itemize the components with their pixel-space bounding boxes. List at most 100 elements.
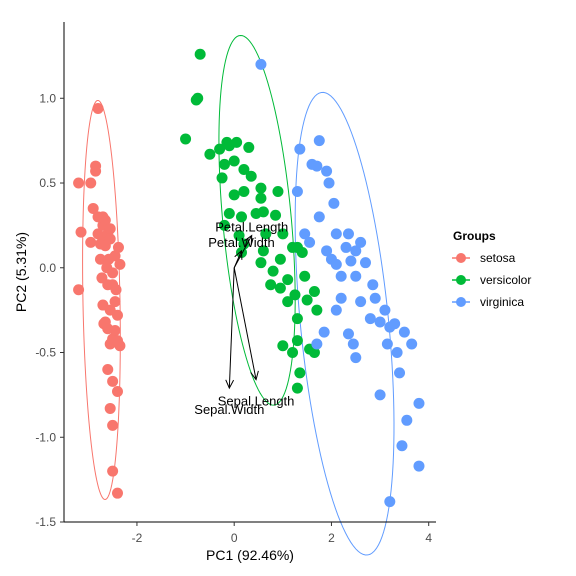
point-setosa <box>94 253 106 265</box>
point-versicolor <box>294 367 306 379</box>
point-setosa <box>99 214 111 226</box>
point-versicolor <box>235 211 247 223</box>
point-versicolor <box>204 148 216 160</box>
legend-key-virginica <box>456 297 466 307</box>
point-setosa <box>107 267 119 279</box>
point-versicolor <box>287 347 299 359</box>
loading-arrowhead <box>250 370 259 381</box>
point-setosa <box>104 223 116 235</box>
point-setosa <box>107 375 119 387</box>
point-versicolor <box>218 158 230 170</box>
point-versicolor <box>308 347 320 359</box>
point-setosa <box>73 284 85 296</box>
y-tick-label: -1.5 <box>35 515 56 529</box>
y-tick-label: -1.0 <box>35 430 56 444</box>
point-versicolor <box>218 219 230 231</box>
point-virginica <box>413 460 425 472</box>
point-versicolor <box>233 230 245 242</box>
point-virginica <box>323 177 335 189</box>
point-versicolor <box>274 253 286 265</box>
point-virginica <box>406 338 418 350</box>
legend-label-setosa: setosa <box>480 251 516 265</box>
point-virginica <box>330 258 342 270</box>
loading-arrow-line <box>228 267 235 389</box>
point-versicolor <box>194 48 206 60</box>
loading-arrowhead <box>244 234 253 245</box>
point-versicolor <box>265 279 277 291</box>
point-versicolor <box>238 238 250 250</box>
point-setosa <box>92 102 104 114</box>
point-setosa <box>112 241 124 253</box>
point-virginica <box>398 326 410 338</box>
point-versicolor <box>282 274 294 286</box>
loading-arrow-line <box>233 267 257 380</box>
point-virginica <box>355 236 367 248</box>
point-virginica <box>350 352 362 364</box>
point-versicolor <box>238 163 250 175</box>
legend-key-versicolor <box>456 275 466 285</box>
point-virginica <box>413 397 425 409</box>
point-virginica <box>394 367 406 379</box>
legend-key-setosa <box>456 253 466 263</box>
point-virginica <box>391 347 403 359</box>
loading-arrow-line <box>233 235 253 269</box>
data-points <box>73 48 425 508</box>
point-versicolor <box>291 335 303 347</box>
point-versicolor <box>214 143 226 155</box>
point-versicolor <box>267 265 279 277</box>
point-virginica <box>401 414 413 426</box>
point-setosa <box>90 165 102 177</box>
point-versicolor <box>255 257 267 269</box>
y-tick-label: 0.5 <box>39 176 56 190</box>
point-virginica <box>381 338 393 350</box>
point-virginica <box>335 292 347 304</box>
point-virginica <box>355 296 367 308</box>
point-setosa <box>97 299 109 311</box>
point-versicolor <box>228 189 240 201</box>
point-setosa <box>114 340 126 352</box>
point-setosa <box>85 236 97 248</box>
ellipse-versicolor <box>218 34 296 406</box>
point-setosa <box>110 284 122 296</box>
point-setosa <box>109 250 121 262</box>
point-versicolor <box>231 136 243 148</box>
x-tick-label: -2 <box>132 531 143 545</box>
legend-label-versicolor: versicolor <box>480 273 531 287</box>
point-versicolor <box>291 382 303 394</box>
point-versicolor <box>180 133 192 145</box>
point-versicolor <box>245 170 257 182</box>
point-virginica <box>369 292 381 304</box>
point-versicolor <box>255 182 267 194</box>
point-setosa <box>111 309 123 321</box>
point-virginica <box>330 228 342 240</box>
point-versicolor <box>255 192 267 204</box>
point-virginica <box>364 313 376 325</box>
y-tick-label: -0.5 <box>35 346 56 360</box>
legend-title: Groups <box>453 229 496 243</box>
point-setosa <box>109 296 121 308</box>
point-virginica <box>299 228 311 240</box>
point-versicolor <box>228 155 240 167</box>
point-setosa <box>104 233 116 245</box>
point-virginica <box>318 326 330 338</box>
point-setosa <box>102 363 114 375</box>
point-versicolor <box>270 209 282 221</box>
loading-label: Petal.Width <box>208 235 274 250</box>
ellipse-virginica <box>294 91 395 556</box>
point-virginica <box>291 185 303 197</box>
point-virginica <box>294 143 306 155</box>
y-tick-label: 0.0 <box>39 261 56 275</box>
point-setosa <box>111 487 123 499</box>
point-setosa <box>109 324 121 336</box>
x-tick-label: 2 <box>328 531 335 545</box>
loading-label: Sepal.Length <box>218 394 295 409</box>
point-virginica <box>389 318 401 330</box>
point-versicolor <box>282 296 294 308</box>
point-versicolor <box>311 304 323 316</box>
point-setosa <box>85 177 97 189</box>
point-setosa <box>87 202 99 214</box>
point-versicolor <box>308 285 320 297</box>
point-versicolor <box>223 208 235 220</box>
point-virginica <box>304 236 316 248</box>
legend: Groups setosa versicolor virginica <box>452 229 531 309</box>
